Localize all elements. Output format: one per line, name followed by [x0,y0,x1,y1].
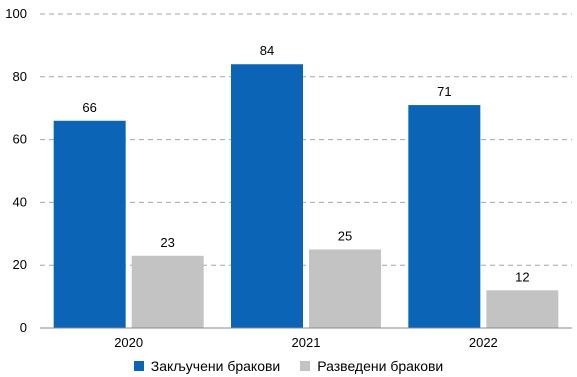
bar-married-2021 [231,64,303,329]
y-tick-label: 20 [13,257,27,272]
bar-divorced-2020 [131,255,204,328]
x-tick-label-2021: 2021 [292,335,321,350]
y-axis-ticks: 0 20 40 60 80 100 [5,6,27,335]
bars [53,64,559,329]
legend-item-married: Закључени бракови [133,358,281,374]
data-label-divorced-2020: 23 [160,235,174,250]
data-labels: 66 23 84 25 71 12 [82,43,529,284]
bar-married-2022 [408,105,481,328]
gridlines [40,13,572,266]
y-tick-label: 60 [13,132,27,147]
y-tick-label: 40 [13,194,27,209]
data-label-married-2020: 66 [82,100,96,115]
legend-swatch-married [133,361,144,371]
y-tick-label: 0 [20,320,27,335]
bar-chart: 0 20 40 60 80 100 66 23 84 25 71 12 2020 2021 2022 [5,6,572,350]
x-tick-label-2022: 2022 [469,335,498,350]
bar-married-2020 [53,120,126,328]
legend-label-divorced: Разведени бракови [317,358,444,374]
data-label-divorced-2021: 25 [338,229,352,244]
data-label-married-2021: 84 [260,43,274,58]
x-tick-label-2020: 2020 [114,335,143,350]
legend-swatch-divorced [300,361,311,371]
y-tick-label: 80 [13,69,27,84]
bar-divorced-2021 [309,249,381,328]
x-axis-ticks: 2020 2021 2022 [114,335,498,350]
legend-item-divorced: Разведени бракови [300,358,443,374]
bar-divorced-2022 [486,290,559,328]
data-label-married-2022: 71 [437,84,451,99]
data-label-divorced-2022: 12 [515,269,529,284]
legend-label-married: Закључени бракови [150,358,281,374]
legend: Закључени бракови Разведени бракови [0,356,577,376]
y-tick-label: 100 [5,6,27,21]
